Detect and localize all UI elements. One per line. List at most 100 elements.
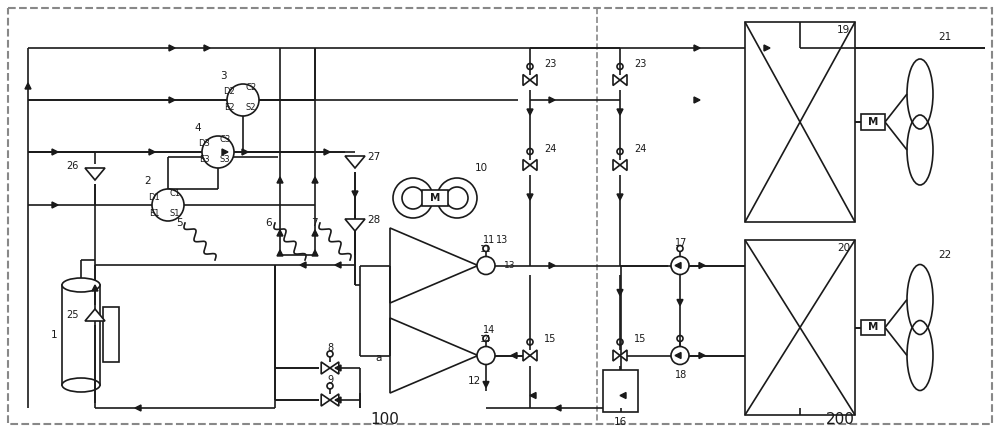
Text: 24: 24 (544, 144, 556, 154)
Polygon shape (677, 299, 683, 305)
Polygon shape (330, 394, 339, 406)
Text: 27: 27 (367, 152, 380, 162)
Polygon shape (330, 362, 339, 374)
Text: 3: 3 (220, 71, 226, 81)
Text: D2: D2 (223, 88, 235, 96)
Text: 1: 1 (50, 330, 57, 340)
Text: 25: 25 (66, 310, 79, 320)
Polygon shape (523, 350, 530, 361)
Bar (745, 22, 855, 222)
Text: a: a (375, 353, 381, 363)
Text: 9: 9 (327, 375, 333, 385)
Text: 18: 18 (675, 371, 687, 381)
Polygon shape (390, 228, 478, 303)
Text: M: M (430, 193, 440, 203)
Circle shape (227, 84, 259, 116)
Text: 11: 11 (480, 245, 492, 254)
Text: 19: 19 (837, 25, 850, 35)
Polygon shape (620, 159, 627, 171)
Polygon shape (527, 194, 533, 200)
Circle shape (202, 136, 234, 168)
Polygon shape (620, 350, 627, 361)
Polygon shape (335, 365, 341, 371)
Circle shape (477, 346, 495, 365)
Polygon shape (483, 381, 489, 388)
Text: 20: 20 (837, 243, 850, 253)
Text: 14: 14 (480, 335, 492, 344)
Text: E2: E2 (224, 104, 235, 112)
Text: S1: S1 (170, 209, 180, 217)
Text: 26: 26 (67, 161, 79, 171)
Polygon shape (25, 83, 31, 89)
Text: 2: 2 (145, 176, 151, 186)
Text: 15: 15 (544, 334, 556, 344)
Text: 8: 8 (327, 343, 333, 353)
Polygon shape (277, 250, 283, 256)
Polygon shape (523, 159, 530, 171)
Text: 23: 23 (544, 59, 556, 69)
Text: 28: 28 (367, 215, 380, 225)
Text: 17: 17 (675, 238, 687, 248)
Polygon shape (321, 394, 330, 406)
Polygon shape (675, 353, 681, 359)
Polygon shape (617, 109, 623, 115)
Polygon shape (277, 177, 283, 183)
Polygon shape (764, 45, 770, 51)
Polygon shape (92, 285, 98, 291)
Polygon shape (52, 202, 58, 208)
Bar (103, 307, 119, 362)
Text: 5: 5 (176, 218, 183, 228)
Polygon shape (527, 109, 533, 115)
Text: 23: 23 (634, 59, 646, 69)
Text: 14: 14 (483, 325, 495, 335)
Polygon shape (530, 159, 537, 171)
Polygon shape (390, 318, 478, 393)
Ellipse shape (62, 278, 100, 292)
Text: E1: E1 (150, 209, 160, 217)
Text: 10: 10 (475, 163, 488, 173)
Polygon shape (242, 149, 248, 155)
Polygon shape (204, 45, 210, 51)
Polygon shape (549, 97, 555, 103)
Polygon shape (511, 353, 517, 359)
Polygon shape (335, 397, 341, 403)
Text: E3: E3 (199, 156, 210, 165)
Polygon shape (222, 149, 228, 155)
Bar (603, 370, 638, 412)
Text: S2: S2 (245, 104, 256, 112)
Polygon shape (169, 97, 175, 103)
Polygon shape (335, 262, 341, 268)
Polygon shape (352, 191, 358, 197)
Text: 6: 6 (265, 218, 272, 228)
Text: 15: 15 (634, 334, 646, 344)
Text: 7: 7 (311, 218, 318, 228)
Polygon shape (312, 250, 318, 256)
Polygon shape (613, 350, 620, 361)
Text: 11: 11 (483, 235, 495, 245)
Text: 22: 22 (938, 250, 951, 260)
Text: 13: 13 (496, 235, 508, 245)
Text: 21: 21 (938, 32, 951, 42)
Text: D1: D1 (148, 193, 160, 201)
Text: D3: D3 (198, 140, 210, 149)
Polygon shape (613, 159, 620, 171)
Polygon shape (699, 353, 705, 359)
Polygon shape (694, 45, 700, 51)
Polygon shape (277, 230, 283, 236)
Circle shape (152, 189, 184, 221)
Polygon shape (523, 74, 530, 86)
Circle shape (671, 257, 689, 274)
Polygon shape (617, 289, 623, 295)
Text: 200: 200 (826, 413, 854, 428)
Polygon shape (613, 74, 620, 86)
Polygon shape (312, 230, 318, 236)
Polygon shape (169, 45, 175, 51)
Polygon shape (620, 393, 626, 398)
Bar (422, 190, 448, 206)
Polygon shape (324, 149, 330, 155)
Polygon shape (135, 405, 141, 411)
Circle shape (477, 257, 495, 274)
Text: 16: 16 (614, 417, 627, 427)
Polygon shape (85, 309, 105, 321)
Bar (745, 240, 855, 415)
